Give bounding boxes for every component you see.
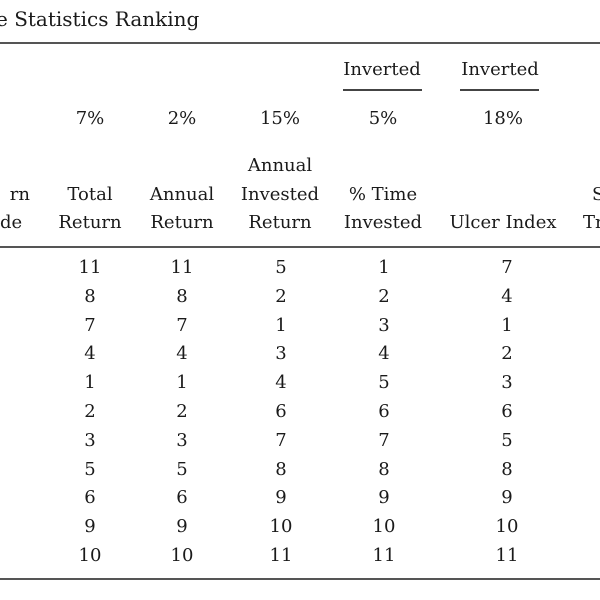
cell-time-invested: 9 [378,487,390,509]
cell-total-return: 6 [84,487,96,509]
bottom-rule [0,578,600,580]
cell-time-invested: 7 [378,429,390,451]
right-partial-header-line2: Tr [583,212,600,233]
cell-annual-invested-return: 10 [269,516,293,538]
column-header-annual-return: Annual Return [149,183,215,234]
cell-total-return: 2 [84,401,96,422]
inverted-underline-col5 [460,89,539,91]
left-partial-header-line2: de [0,212,23,233]
cell-time-invested: 11 [372,545,396,566]
cell-ulcer-index: 2 [501,343,513,365]
column-header-total-return: Total Return [58,183,122,234]
inverted-underline-col4 [343,89,422,91]
cell-ulcer-index: 7 [501,257,513,278]
inverted-label-col5: Inverted [461,59,539,80]
column-header-ulcer-index: Ulcer Index [449,212,557,233]
cell-time-invested: 1 [378,257,390,278]
cell-annual-invested-return: 4 [275,372,287,394]
cell-annual-return: 8 [176,285,188,307]
cell-annual-invested-return: 9 [275,487,287,509]
cell-annual-return: 6 [176,487,188,509]
cell-annual-invested-return: 6 [275,401,287,422]
top-rule [0,42,600,44]
cell-annual-invested-return: 2 [275,285,287,307]
cell-total-return: 8 [84,285,96,307]
cell-ulcer-index: 10 [495,516,519,538]
cell-time-invested: 2 [378,285,390,307]
cell-total-return: 1 [84,372,96,394]
cell-annual-return: 7 [176,314,188,336]
weight-total-return: 7% [75,108,105,129]
cell-annual-return: 5 [176,458,188,480]
weight-time-invested: 5% [368,108,398,129]
cell-annual-return: 9 [176,516,188,538]
cell-annual-return: 3 [176,429,188,451]
inverted-label-col4: Inverted [343,59,421,80]
cell-annual-invested-return: 5 [275,257,287,278]
cell-total-return: 4 [84,343,96,365]
left-partial-header-line1: rn [9,184,30,205]
cell-ulcer-index: 4 [501,285,513,307]
cell-ulcer-index: 9 [501,487,513,509]
cell-ulcer-index: 11 [495,545,519,566]
weight-annual-invested-return: 15% [259,108,300,129]
cell-ulcer-index: 8 [501,458,513,480]
cell-ulcer-index: 6 [501,401,513,422]
cell-time-invested: 5 [378,372,390,394]
right-partial-header-line1: S [592,184,600,205]
column-header-time-invested: % Time Invested [343,183,423,234]
cell-time-invested: 8 [378,458,390,480]
cell-time-invested: 4 [378,343,390,365]
cell-time-invested: 6 [378,401,390,422]
cell-annual-return: 4 [176,343,188,365]
cell-time-invested: 3 [378,314,390,336]
cell-total-return: 11 [78,257,102,278]
cell-ulcer-index: 1 [501,314,513,336]
weight-ulcer-index: 18% [482,108,523,129]
cell-total-return: 10 [78,545,102,566]
cell-annual-return: 11 [170,257,194,278]
cell-annual-invested-return: 3 [275,343,287,365]
cell-total-return: 9 [84,516,96,538]
cell-annual-invested-return: 8 [275,458,287,480]
cell-ulcer-index: 3 [501,372,513,394]
cell-annual-return: 1 [176,372,188,394]
cell-total-return: 7 [84,314,96,336]
cell-time-invested: 10 [372,516,396,538]
cell-ulcer-index: 5 [501,429,513,451]
cell-total-return: 3 [84,429,96,451]
cell-annual-invested-return: 11 [269,545,293,566]
cell-annual-invested-return: 1 [275,314,287,336]
cell-annual-return: 2 [176,401,188,422]
cell-total-return: 5 [84,458,96,480]
cell-annual-return: 10 [170,545,194,566]
table-title: e Statistics Ranking [0,7,200,31]
header-rule [0,246,600,248]
cell-annual-invested-return: 7 [275,429,287,451]
weight-annual-return: 2% [167,108,197,129]
column-header-annual-invested-return: Annual Invested Return [240,155,320,233]
